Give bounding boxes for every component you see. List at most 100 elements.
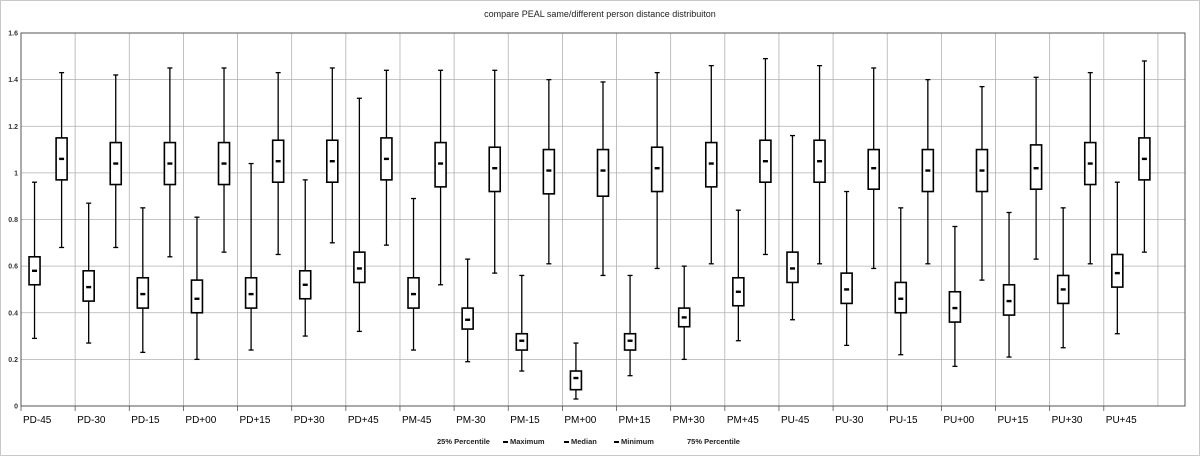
median-mark (546, 169, 552, 172)
median-mark (356, 267, 362, 270)
median-mark (113, 162, 119, 165)
median-mark (708, 162, 714, 165)
median-mark (438, 162, 444, 165)
median-mark (302, 283, 308, 286)
median-mark (465, 318, 471, 321)
legend-swatch (503, 441, 508, 443)
x-tick-label: PU+30 (1052, 415, 1083, 426)
x-tick-label: PD+30 (294, 415, 325, 426)
median-mark (1087, 162, 1093, 165)
box-PD-45-different (55, 71, 68, 249)
box-PM+45-different (759, 57, 772, 256)
y-tick-label: 0 (14, 404, 18, 411)
box-PU-30-same (840, 190, 853, 347)
x-tick-label: PM+00 (564, 415, 596, 426)
box-PU+30-same (1056, 207, 1070, 349)
box-PU+15-same (1002, 211, 1016, 358)
x-tick-label: PU-30 (835, 415, 864, 426)
median-mark (817, 160, 823, 163)
y-tick-label: 0.2 (8, 357, 18, 364)
box-PM-45-same (407, 197, 420, 351)
box-PU+45-same (1111, 181, 1124, 335)
median-mark (654, 167, 660, 170)
legend-label: 25% Percentile (437, 437, 490, 446)
x-tick-label: PD+00 (185, 415, 216, 426)
median-mark (979, 169, 985, 172)
y-tick-label: 0.4 (8, 310, 18, 317)
box-PM-30-different (488, 69, 502, 274)
iqr-box (1111, 253, 1124, 288)
x-tick-label: PD-45 (23, 415, 52, 426)
iqr-box (596, 148, 610, 197)
median-mark (925, 169, 931, 172)
legend-label: Median (571, 437, 597, 446)
x-tick-label: PD-30 (77, 415, 106, 426)
x-tick-label: PD-15 (131, 415, 160, 426)
median-mark (1114, 271, 1120, 275)
median-mark (844, 288, 850, 291)
legend-swatch (564, 441, 569, 443)
median-mark (519, 339, 525, 342)
box-PU-15-same (894, 207, 908, 356)
legend-label: Maximum (510, 437, 545, 446)
box-PD+45-same (353, 97, 366, 333)
box-PM+30-same (677, 265, 691, 361)
median-mark (275, 160, 281, 163)
median-mark (194, 297, 200, 300)
box-PD-30-different (109, 74, 123, 249)
box-PU+45-different (1138, 60, 1151, 253)
iqr-box (190, 279, 204, 314)
median-mark (167, 162, 173, 165)
box-PM-45-different (434, 69, 447, 286)
box-PD+15-same (244, 162, 258, 351)
box-layer (28, 57, 1151, 400)
legend-label: Minimum (621, 437, 654, 446)
median-mark (1060, 288, 1066, 291)
median-mark (681, 316, 687, 319)
box-PM+15-different (650, 71, 664, 270)
box-PM-15-same (515, 274, 529, 372)
y-tick-label: 1.4 (8, 77, 18, 84)
box-PU-15-different (921, 78, 935, 265)
x-tick-label: PM-30 (456, 415, 486, 426)
box-PU+15-different (1029, 76, 1043, 260)
median-mark (871, 167, 877, 170)
x-tick-label: PU-15 (889, 415, 918, 426)
median-mark (762, 160, 768, 163)
median-mark (411, 292, 417, 296)
box-PU-45-same (786, 134, 799, 321)
box-PM+00-same (569, 342, 583, 400)
box-PM+45-same (732, 209, 745, 342)
median-mark (140, 292, 146, 296)
median-mark (789, 267, 795, 270)
x-tick-label: PM+15 (619, 415, 651, 426)
box-PM+15-same (623, 274, 637, 377)
box-PD+00-same (190, 216, 204, 361)
median-mark (1006, 299, 1012, 303)
legend: 25% Percentile Maximum Median Minimum 75% Pe… (437, 437, 740, 446)
box-PD+30-different (326, 67, 339, 244)
box-PM+00-different (596, 81, 610, 277)
median-mark (898, 297, 904, 300)
median-mark (32, 269, 38, 272)
y-tick-label: 0.6 (8, 264, 18, 271)
y-tick-label: 1 (14, 170, 18, 177)
x-tick-label: PM+45 (727, 415, 759, 426)
box-PU+00-same (948, 225, 962, 368)
x-tick-label: PU+15 (998, 415, 1029, 426)
median-mark (627, 339, 633, 342)
box-PD+30-same (298, 179, 312, 337)
median-mark (1141, 157, 1147, 161)
median-mark (735, 290, 741, 293)
median-mark (1033, 167, 1039, 170)
box-PM+30-different (704, 64, 718, 265)
x-tick-label: PU-45 (781, 415, 810, 426)
box-PM-30-same (461, 258, 474, 363)
median-mark (221, 162, 227, 165)
x-tick-label: PM-45 (402, 415, 432, 426)
box-PD+45-different (380, 69, 393, 246)
x-tick-label: PD+15 (240, 415, 271, 426)
x-tick-label: PM-15 (510, 415, 540, 426)
